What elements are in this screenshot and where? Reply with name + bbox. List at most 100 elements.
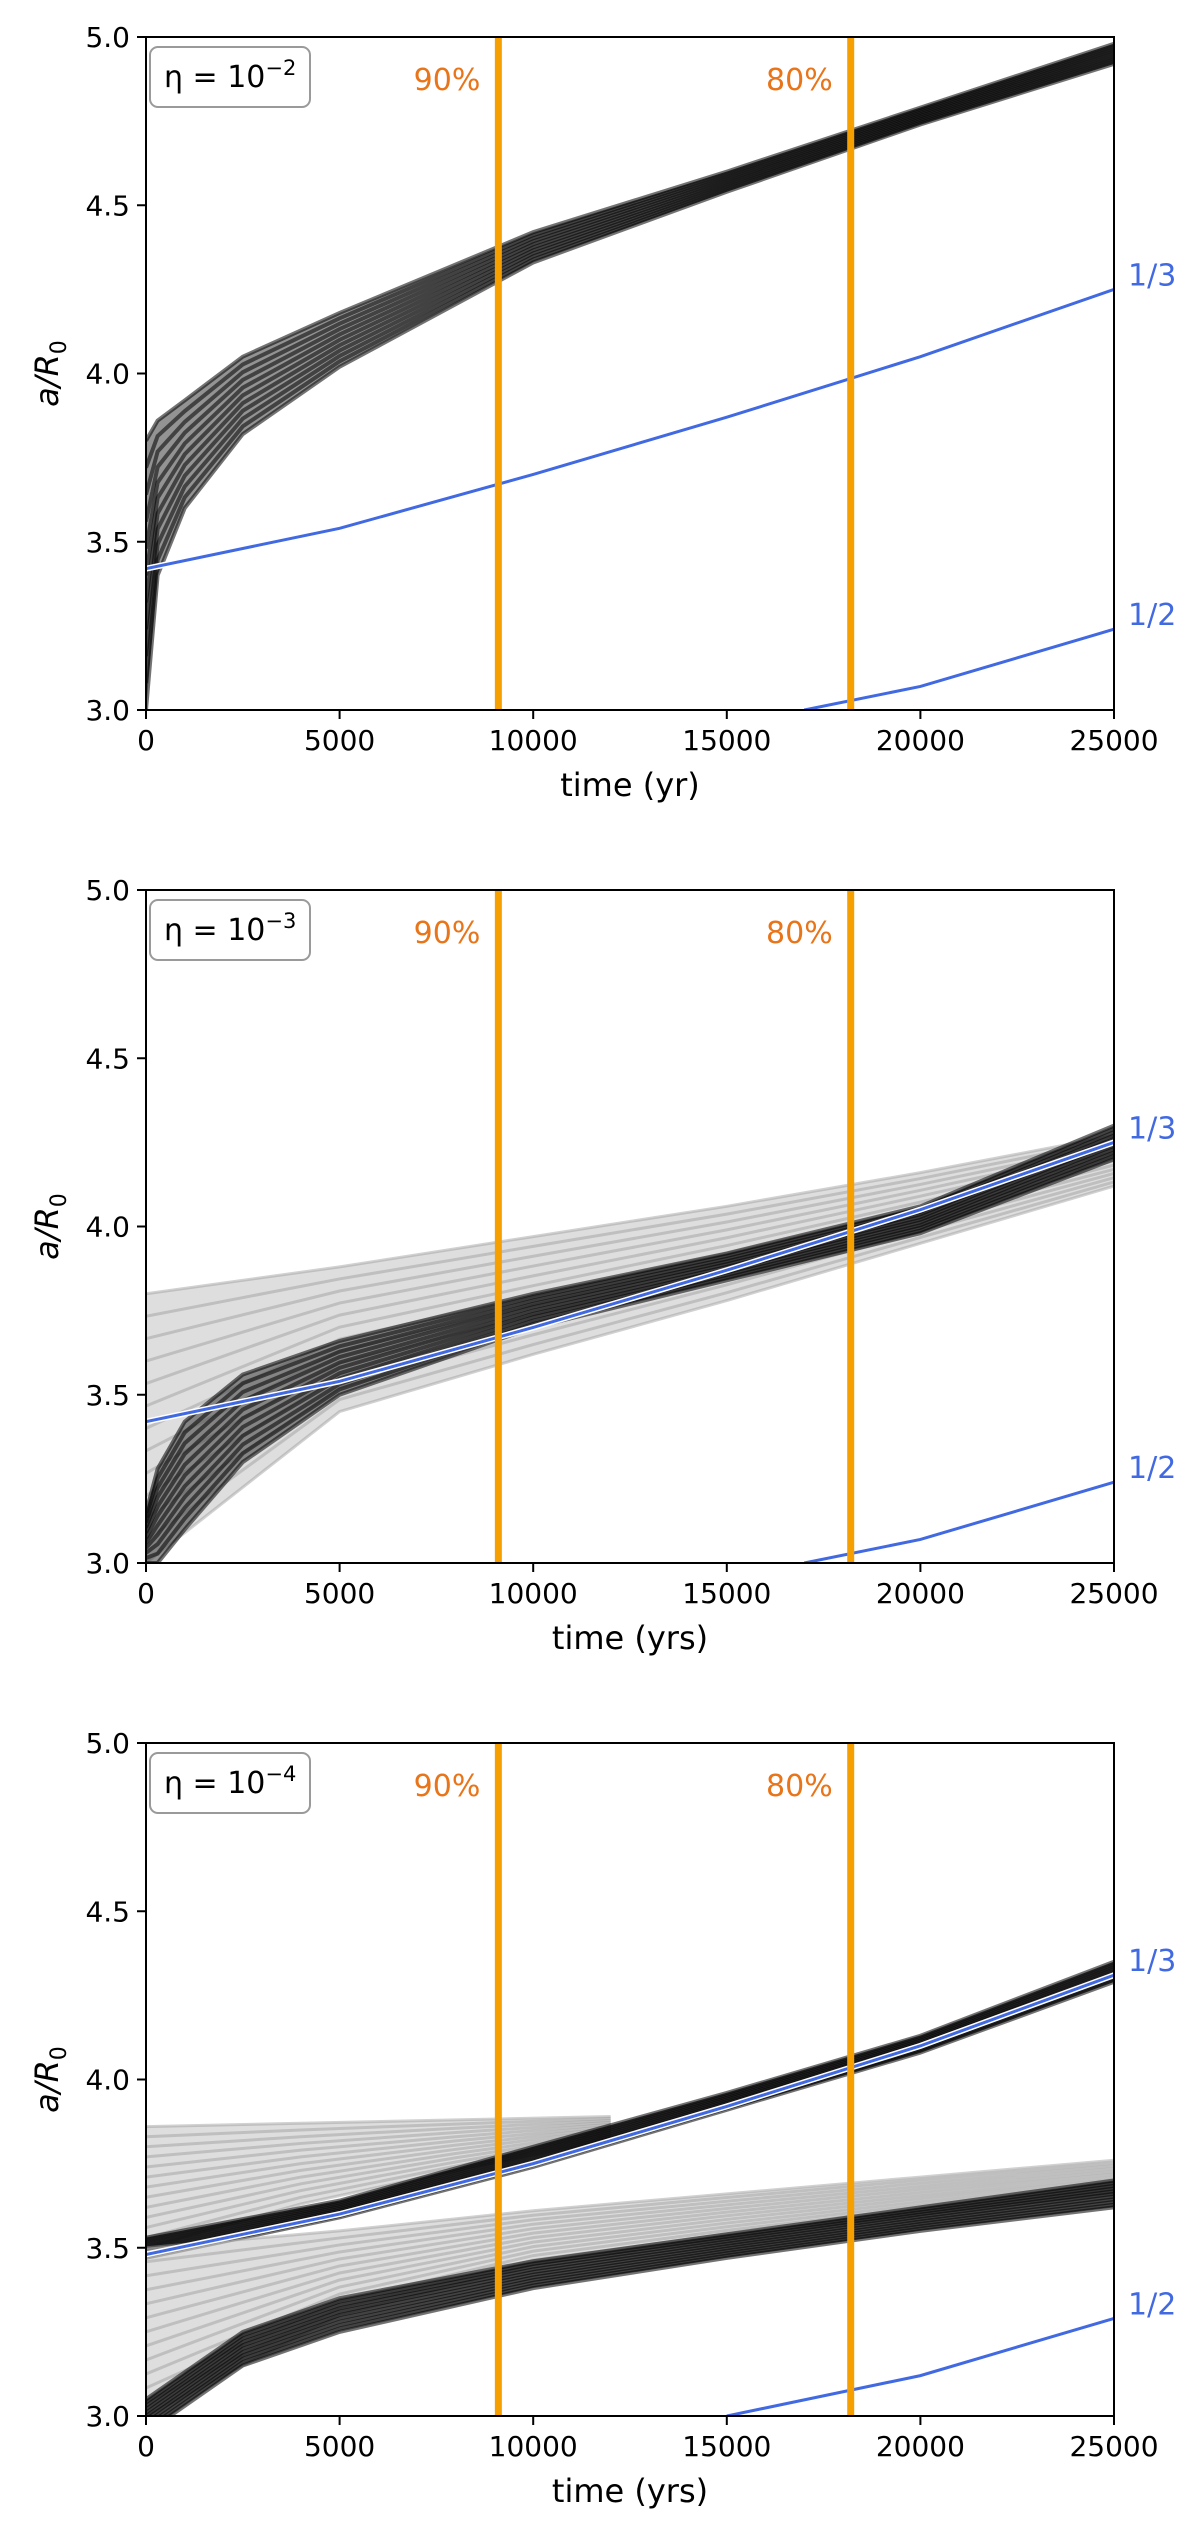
y-tick-label: 4.5 xyxy=(85,1895,130,1928)
resonance-label: 1/2 xyxy=(1128,1451,1176,1486)
trajectory-line xyxy=(146,2116,611,2139)
eta-exponent: −2 xyxy=(265,56,296,80)
x-tick-label: 15000 xyxy=(682,724,771,757)
x-tick-label: 0 xyxy=(137,1577,155,1610)
trajectory-line xyxy=(152,2197,1114,2416)
trajectory-line xyxy=(146,2178,1114,2401)
plot-area xyxy=(146,1743,1114,2416)
eta-base: η = 10 xyxy=(164,1766,265,1801)
trajectory-line xyxy=(146,1153,1114,1560)
y-tick-label: 4.5 xyxy=(85,189,130,222)
trajectory-line xyxy=(146,2161,1114,2264)
trajectory-line xyxy=(147,2194,1114,2416)
eta-exponent: −4 xyxy=(265,1762,296,1786)
plot-area xyxy=(146,890,1114,1563)
resonance-label: 1/3 xyxy=(1128,1111,1176,1146)
y-tick-label: 3.0 xyxy=(85,2400,130,2433)
x-tick-label: 15000 xyxy=(682,2430,771,2463)
trajectory-line xyxy=(146,2183,1114,2408)
trajectory-line xyxy=(146,1180,1114,1542)
trajectory-band xyxy=(146,41,1114,710)
resonance-line xyxy=(146,287,1114,571)
x-tick-label: 20000 xyxy=(876,2430,965,2463)
trajectory-line xyxy=(146,1123,1114,1514)
trajectory-line xyxy=(146,1142,1114,1341)
vline-label: 90% xyxy=(414,63,481,98)
trajectory-line xyxy=(146,2158,1114,2250)
trajectory-line xyxy=(146,2191,1114,2416)
x-tick-label: 25000 xyxy=(1069,1577,1158,1610)
x-tick-label: 25000 xyxy=(1069,2430,1158,2463)
x-tick-label: 0 xyxy=(137,724,155,757)
band-fill xyxy=(146,43,1114,710)
x-axis-label: time (yr) xyxy=(560,766,700,804)
trajectory-line xyxy=(146,45,1114,496)
eta-annotation: η = 10−3 xyxy=(164,909,296,948)
trajectory-line xyxy=(146,51,1114,576)
vline-label: 80% xyxy=(766,1769,833,1804)
panel-1: 90% 80% 1/3 1/2 0 5000 10000 15000 20000 25000 3.0… xyxy=(28,21,1176,804)
trajectory-band xyxy=(146,2178,1114,2416)
y-axis-label-subscript: 0 xyxy=(47,2046,72,2060)
x-tick-label: 5000 xyxy=(304,1577,375,1610)
x-tick-label: 15000 xyxy=(682,1577,771,1610)
trajectory-line xyxy=(146,1143,1114,1544)
y-tick-label: 5.0 xyxy=(85,21,130,54)
trajectory-line xyxy=(146,2122,611,2169)
trajectory-line xyxy=(146,2167,1114,2292)
trajectory-line xyxy=(146,2181,1114,2362)
y-axis-label: a/R0 xyxy=(28,340,72,407)
eta-exponent: −3 xyxy=(265,909,296,933)
x-tick-label: 10000 xyxy=(489,2430,578,2463)
resonance-label: 1/2 xyxy=(1128,2287,1176,2322)
trajectory-line xyxy=(146,41,1114,442)
trajectory-line xyxy=(146,1138,1114,1318)
x-tick-label: 25000 xyxy=(1069,724,1158,757)
vline-label: 80% xyxy=(766,916,833,951)
resonance-halo xyxy=(146,286,1114,572)
x-tick-label: 5000 xyxy=(304,2430,375,2463)
trajectory-line xyxy=(166,2205,1114,2416)
y-tick-label: 3.0 xyxy=(85,694,130,727)
trajectory-line xyxy=(146,2115,611,2129)
plot-area xyxy=(146,37,1114,710)
y-tick-label: 4.0 xyxy=(85,358,130,391)
eta-base: η = 10 xyxy=(164,60,265,95)
band-fill xyxy=(146,2160,1114,2416)
vline-label: 90% xyxy=(414,1769,481,1804)
trajectory-line xyxy=(146,2169,1114,2306)
trajectory-line xyxy=(161,2202,1114,2416)
resonance-line xyxy=(726,2316,1114,2416)
trajectory-line xyxy=(146,1140,1114,1539)
resonance-line xyxy=(803,627,1114,710)
x-axis-label: time (yrs) xyxy=(552,1619,708,1657)
y-axis-label-subscript: 0 xyxy=(47,340,72,354)
trajectory-line xyxy=(146,2175,1114,2334)
resonance-line xyxy=(146,1973,1114,2256)
y-axis-label: a/R0 xyxy=(28,1193,72,1260)
x-tick-label: 0 xyxy=(137,2430,155,2463)
trajectory-line xyxy=(146,1151,1114,1385)
eta-annotation-box xyxy=(149,46,311,108)
trajectory-line xyxy=(146,2124,611,2179)
y-tick-label: 5.0 xyxy=(85,874,130,907)
trajectory-line xyxy=(146,2189,1114,2415)
trajectory-line xyxy=(146,1157,1114,1563)
trajectory-line xyxy=(146,2118,611,2149)
panel-2: 90% 80% 1/3 1/2 0 5000 10000 15000 20000 25000 3.0… xyxy=(28,874,1176,1657)
y-tick-label: 4.0 xyxy=(85,1211,130,1244)
trajectory-line xyxy=(146,2164,1114,2278)
trajectory-line xyxy=(146,2186,1114,2411)
x-tick-label: 10000 xyxy=(489,1577,578,1610)
resonance-label: 1/2 xyxy=(1128,598,1176,633)
trajectory-line xyxy=(146,2181,1114,2405)
x-axis-label: time (yrs) xyxy=(552,2472,708,2510)
y-axis-label-main: a/R xyxy=(28,1207,66,1260)
eta-annotation-box xyxy=(149,899,311,961)
resonance-line xyxy=(803,1480,1114,1563)
resonance-line xyxy=(146,1140,1114,1424)
resonance-label: 1/3 xyxy=(1128,1944,1176,1979)
y-tick-label: 5.0 xyxy=(85,1727,130,1760)
trajectory-line xyxy=(146,1127,1114,1519)
eta-annotation-box xyxy=(149,1752,311,1814)
